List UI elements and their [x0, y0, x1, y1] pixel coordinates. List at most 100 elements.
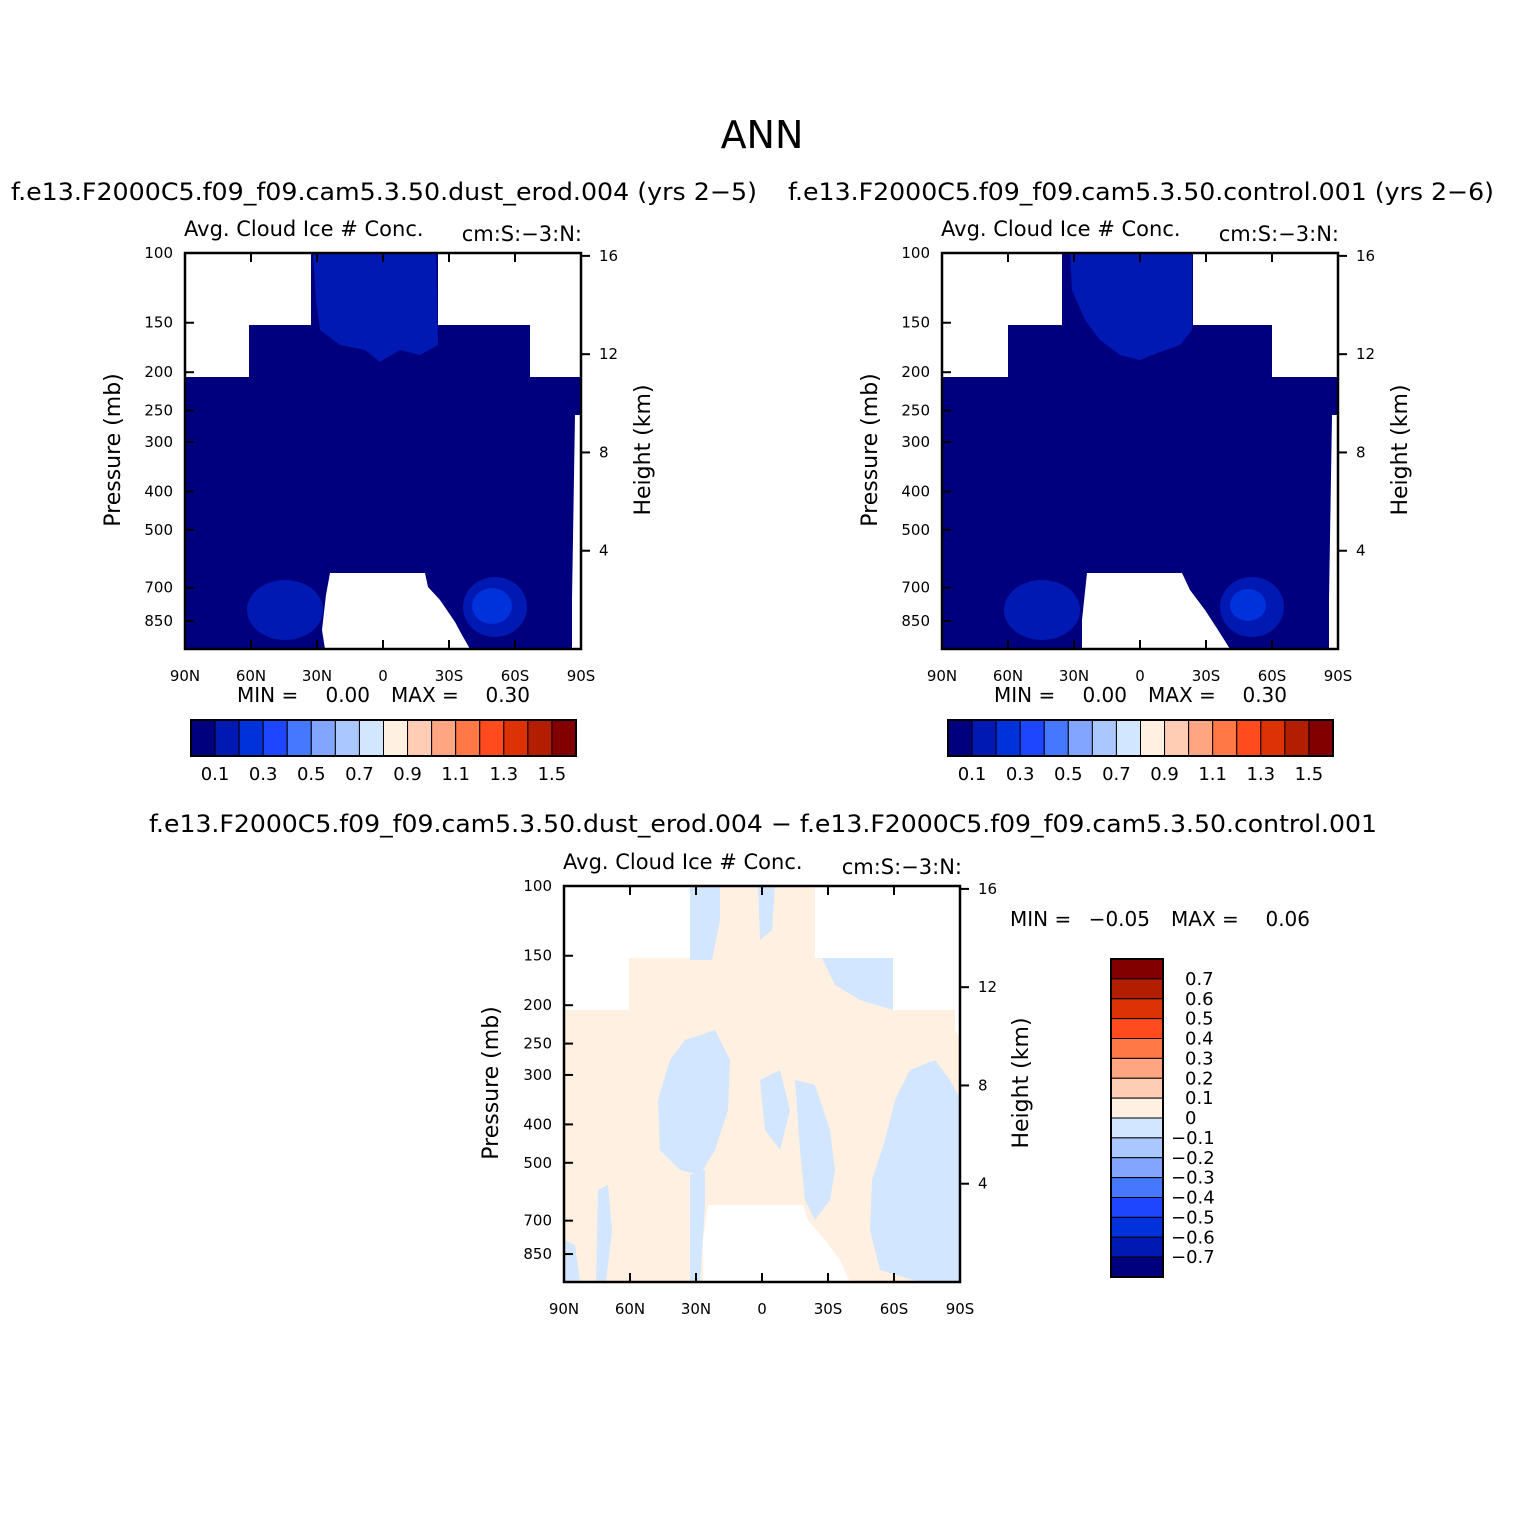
y-tick-label: 300: [144, 433, 173, 451]
colorbar-label: 1.1: [1198, 764, 1227, 785]
colorbar-swatch: [383, 719, 409, 757]
y-tick-label: 500: [901, 521, 930, 539]
colorbar-swatch: [1110, 1157, 1164, 1179]
missing-region: [322, 573, 470, 649]
colorbar-label: 0.6: [1185, 989, 1214, 1010]
y-tick-label: 200: [144, 363, 173, 381]
colorbar-swatch: [551, 719, 577, 757]
max-label: MAX =: [1171, 907, 1239, 931]
colorbar-label: 0.4: [1185, 1029, 1214, 1050]
y-tick-right-label: 4: [599, 542, 609, 560]
min-value: 0.00: [1082, 683, 1127, 707]
colorbar-swatch: [1110, 1038, 1164, 1059]
colorbar-label: −0.6: [1171, 1227, 1215, 1248]
axes: 90N 60N 30N 0 30S 60S 90S 100 150 200 250 300 400 500…: [523, 877, 997, 1318]
x-tick-label: 60N: [236, 667, 266, 685]
colorbar-swatch: [286, 719, 312, 757]
colorbar-label: 1.5: [1295, 764, 1324, 785]
missing-region: [703, 1205, 850, 1282]
missing-region: [942, 253, 1062, 325]
panel-2-ylabel: Pressure (mb): [858, 373, 883, 527]
missing-region: [1082, 573, 1230, 649]
panel-1-title: f.e13.F2000C5.f09_f09.cam5.3.50.dust_ero…: [11, 178, 757, 206]
panel-3-colorbar: 0.70.60.50.40.30.20.10−0.1−0.2−0.3−0.4−0…: [1110, 958, 1215, 1278]
y-tick-right-label: 16: [1356, 247, 1375, 265]
y-tick-label: 250: [144, 402, 173, 420]
x-tick-label: 60N: [615, 1300, 645, 1318]
x-tick-label: 0: [1135, 667, 1145, 685]
x-tick-label: 60S: [1258, 667, 1287, 685]
x-tick-label: 30N: [302, 667, 332, 685]
contour-region: [658, 1030, 730, 1175]
colorbar-label: 0.9: [1150, 764, 1179, 785]
contour-region: [690, 886, 720, 960]
x-tick-label: 90S: [1324, 667, 1353, 685]
colorbar-label: 0.9: [393, 764, 422, 785]
panel-3-subtitle-right: cm:S:−3:N:: [842, 855, 962, 879]
panel-1-subtitle-left: Avg. Cloud Ice # Conc.: [184, 217, 424, 241]
y-tick-label: 100: [901, 244, 930, 262]
colorbar-label: −0.1: [1171, 1128, 1215, 1149]
colorbar-swatch: [1164, 719, 1190, 757]
y-tick-label: 700: [901, 579, 930, 597]
contour-region: [1070, 253, 1192, 360]
x-tick-label: 90N: [927, 667, 957, 685]
x-tick-label: 30S: [1192, 667, 1221, 685]
panel-3-ylabel-right: Height (km): [1009, 1017, 1034, 1148]
x-tick-label: 30N: [681, 1300, 711, 1318]
panel-3-ylabel: Pressure (mb): [479, 1006, 504, 1160]
contour-region: [564, 1240, 580, 1282]
max-label: MAX =: [391, 683, 459, 707]
colorbar-label: 0.7: [1102, 764, 1131, 785]
panel-1-ylabel-right: Height (km): [631, 384, 656, 515]
colorbar-label: −0.7: [1171, 1247, 1215, 1268]
colorbar-swatch: [503, 719, 529, 757]
colorbar-swatch: [1110, 1197, 1164, 1218]
missing-region: [942, 324, 1008, 377]
colorbar-swatch: [455, 719, 481, 757]
colorbar-frame: [947, 719, 1334, 757]
colorbar-swatch: [1019, 719, 1045, 757]
colorbar-label: 0.1: [958, 764, 987, 785]
panel-2-plot: 90N 60N 30N 0 30S 60S 90S 100 150 200 250 300 400 500…: [901, 244, 1375, 685]
colorbar-label: 0.7: [345, 764, 374, 785]
contour-region: [690, 1170, 705, 1282]
y-tick-right-label: 8: [599, 443, 609, 461]
missing-region: [572, 415, 582, 649]
y-tick-right-label: 16: [978, 880, 997, 898]
colorbar-swatch: [358, 719, 384, 757]
max-value: 0.30: [1242, 683, 1287, 707]
colorbar-swatch: [238, 719, 264, 757]
panel-1-ylabel: Pressure (mb): [101, 373, 126, 527]
y-tick-label: 850: [523, 1245, 552, 1263]
missing-region: [564, 886, 690, 958]
min-label: MIN =: [237, 683, 298, 707]
contour-region: [247, 580, 323, 640]
colorbar-swatch: [1284, 719, 1310, 757]
y-tick-label: 150: [144, 314, 173, 332]
colorbar-label: 0.2: [1185, 1068, 1214, 1089]
contour-region: [822, 958, 893, 1010]
min-value: −0.05: [1089, 907, 1150, 931]
colorbar-swatch: [1110, 1097, 1164, 1119]
colorbar-swatch: [190, 719, 216, 757]
missing-region: [185, 324, 249, 377]
colorbar-swatch: [1110, 1077, 1164, 1099]
colorbar-label: 0.1: [1185, 1088, 1214, 1109]
panel-2-subtitle-right: cm:S:−3:N:: [1219, 222, 1339, 246]
y-tick-right-label: 12: [1356, 345, 1375, 363]
x-tick-label: 0: [757, 1300, 767, 1318]
colorbar-swatch: [1110, 1216, 1164, 1238]
y-tick-right-label: 4: [978, 1175, 988, 1193]
main-title: ANN: [721, 113, 804, 157]
colorbar-swatch: [479, 719, 505, 757]
y-tick-label: 700: [523, 1212, 552, 1230]
colorbar-swatch: [527, 719, 553, 757]
missing-region: [893, 957, 961, 1010]
panel-3-stats: MIN = −0.05 MAX = 0.06: [1010, 907, 1310, 931]
contour-region: [758, 886, 775, 940]
colorbar-swatch: [971, 719, 997, 757]
panel-3-plot: 90N 60N 30N 0 30S 60S 90S 100 150 200 250 300 400 500…: [523, 877, 997, 1318]
x-tick-label: 60S: [501, 667, 530, 685]
panel-2-ylabel-right: Height (km): [1388, 384, 1413, 515]
